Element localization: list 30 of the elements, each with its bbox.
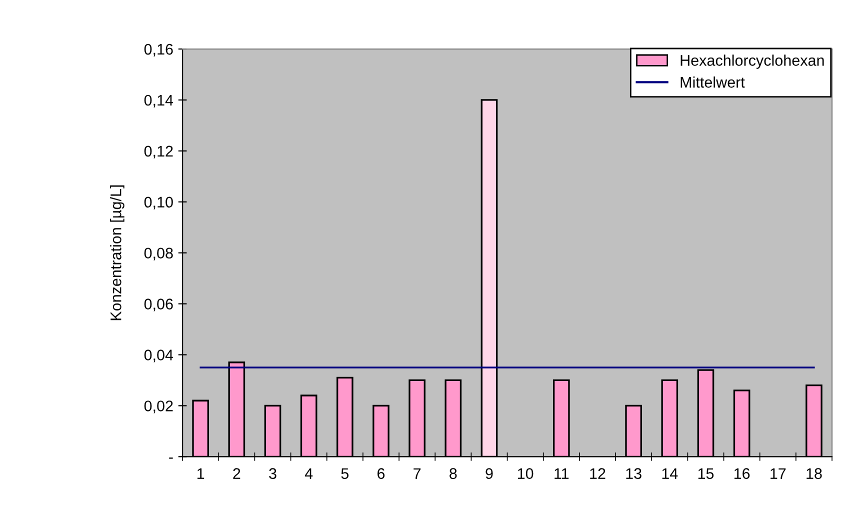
y-tick-label: 0,08 [144,248,173,260]
x-tick-label: 17 [770,468,786,479]
x-tick-label: 3 [269,468,276,479]
y-tick-label: 0,04 [144,350,174,362]
x-tick-label: 10 [518,468,534,479]
x-tick-label: 7 [414,468,421,479]
y-axis-title: Konzentration [µg/L] [110,185,124,320]
y-tick-label: - [169,458,173,459]
y-tick-label: 0,14 [144,94,174,108]
legend-label: Mittelwert [680,76,745,88]
x-tick-label: 14 [662,468,678,479]
y-tick-label: 0,12 [144,146,173,158]
x-tick-label: 8 [450,468,457,479]
y-tick-label: 0,02 [144,400,173,414]
x-tick-label: 16 [734,468,750,479]
x-tick-label: 2 [233,468,240,479]
x-tick-label: 4 [304,468,313,479]
x-tick-label: 1 [197,468,204,479]
x-tick-label: 15 [698,468,714,479]
x-tick-label: 11 [554,468,569,479]
x-tick-label: 9 [486,468,493,479]
y-tick-label: 0,06 [144,298,173,312]
x-tick-label: 12 [590,468,606,479]
x-tick-label: 6 [378,468,385,479]
x-tick-label: 13 [626,468,642,479]
y-tick-label: 0,10 [144,196,173,210]
x-tick-label: 5 [341,468,349,479]
x-tick-label: 18 [806,468,822,479]
legend-label: Hexachlorcyclohexan [680,54,824,69]
y-tick-label: 0,16 [144,44,173,57]
